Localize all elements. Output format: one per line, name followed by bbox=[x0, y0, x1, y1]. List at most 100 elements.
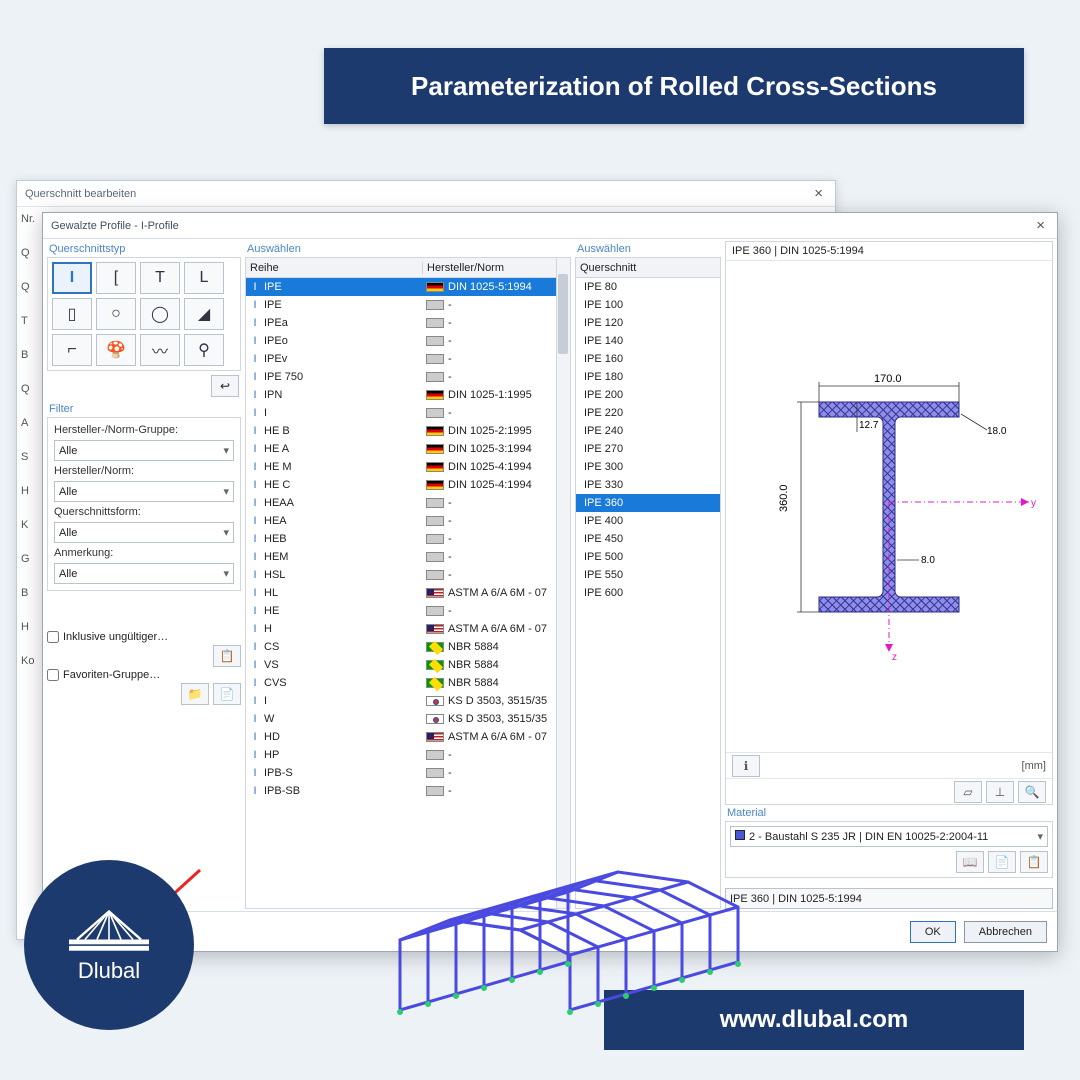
series-row[interactable]: IIPEDIN 1025-5:1994 bbox=[246, 278, 570, 296]
filter-group-combo[interactable]: Alle▾ bbox=[54, 440, 234, 461]
i-section-icon: I bbox=[248, 605, 262, 617]
flag-icon bbox=[426, 354, 444, 364]
section-row[interactable]: IPE 140 bbox=[576, 332, 720, 350]
filter-title: Filter bbox=[49, 403, 241, 415]
material-combo[interactable]: 2 - Baustahl S 235 JR | DIN EN 10025-2:2… bbox=[730, 826, 1048, 847]
series-row[interactable]: II- bbox=[246, 404, 570, 422]
series-row[interactable]: IIKS D 3503, 3515/35 bbox=[246, 692, 570, 710]
series-row[interactable]: IIPB-S- bbox=[246, 764, 570, 782]
section-row[interactable]: IPE 400 bbox=[576, 512, 720, 530]
flag-icon bbox=[426, 480, 444, 490]
section-row[interactable]: IPE 550 bbox=[576, 566, 720, 584]
series-row[interactable]: IIPB-SB- bbox=[246, 782, 570, 800]
series-row[interactable]: IHASTM A 6/A 6M - 07 bbox=[246, 620, 570, 638]
cancel-button[interactable]: Abbrechen bbox=[964, 921, 1047, 943]
section-type-button[interactable]: ◢ bbox=[184, 298, 224, 330]
series-row[interactable]: IHE ADIN 1025-3:1994 bbox=[246, 440, 570, 458]
section-type-button[interactable]: L bbox=[184, 262, 224, 294]
series-row[interactable]: IHEAA- bbox=[246, 494, 570, 512]
flag-icon bbox=[426, 570, 444, 580]
i-section-icon: I bbox=[248, 353, 262, 365]
view-axis-button[interactable]: ⊥ bbox=[986, 781, 1014, 803]
svg-text:z: z bbox=[892, 652, 897, 663]
section-list[interactable]: Querschnitt IPE 80IPE 100IPE 120IPE 140I… bbox=[575, 257, 721, 909]
section-row[interactable]: IPE 500 bbox=[576, 548, 720, 566]
section-type-button[interactable]: ○ bbox=[96, 298, 136, 330]
section-row[interactable]: IPE 270 bbox=[576, 440, 720, 458]
series-row[interactable]: IHDASTM A 6/A 6M - 07 bbox=[246, 728, 570, 746]
series-row[interactable]: IVSNBR 5884 bbox=[246, 656, 570, 674]
section-row[interactable]: IPE 200 bbox=[576, 386, 720, 404]
section-type-button[interactable]: ▯ bbox=[52, 298, 92, 330]
series-row[interactable]: IHEM- bbox=[246, 548, 570, 566]
section-row[interactable]: IPE 450 bbox=[576, 530, 720, 548]
section-row[interactable]: IPE 160 bbox=[576, 350, 720, 368]
i-section-icon: I bbox=[248, 749, 262, 761]
scrollbar[interactable] bbox=[556, 258, 570, 908]
series-row[interactable]: IIPEo- bbox=[246, 332, 570, 350]
section-type-button[interactable]: ◯ bbox=[140, 298, 180, 330]
svg-text:18.0: 18.0 bbox=[987, 426, 1007, 437]
mat-new-button[interactable]: 📋 bbox=[1020, 851, 1048, 873]
series-list[interactable]: Reihe Hersteller/Norm IIPEDIN 1025-5:199… bbox=[245, 257, 571, 909]
section-row[interactable]: IPE 80 bbox=[576, 278, 720, 296]
filter-norm-combo[interactable]: Alle▾ bbox=[54, 481, 234, 502]
close-icon[interactable]: × bbox=[1032, 217, 1049, 234]
section-row[interactable]: IPE 300 bbox=[576, 458, 720, 476]
view-search-button[interactable]: 🔍 bbox=[1018, 781, 1046, 803]
fav-save-button[interactable]: 📄 bbox=[213, 683, 241, 705]
filter-shape-combo[interactable]: Alle▾ bbox=[54, 522, 234, 543]
series-row[interactable]: IIPEa- bbox=[246, 314, 570, 332]
section-type-button[interactable]: 〰 bbox=[140, 334, 180, 366]
series-row[interactable]: ICVSNBR 5884 bbox=[246, 674, 570, 692]
section-row[interactable]: IPE 100 bbox=[576, 296, 720, 314]
series-row[interactable]: ICSNBR 5884 bbox=[246, 638, 570, 656]
series-row[interactable]: IHE BDIN 1025-2:1995 bbox=[246, 422, 570, 440]
section-row[interactable]: IPE 330 bbox=[576, 476, 720, 494]
filter-note-combo[interactable]: Alle▾ bbox=[54, 563, 234, 584]
profile-dialog: Gewalzte Profile - I-Profile × Querschni… bbox=[42, 212, 1058, 952]
series-row[interactable]: IHLASTM A 6/A 6M - 07 bbox=[246, 584, 570, 602]
series-row[interactable]: IHEA- bbox=[246, 512, 570, 530]
flag-icon bbox=[426, 534, 444, 544]
section-type-button[interactable]: I bbox=[52, 262, 92, 294]
checkbox-invalid[interactable]: Inklusive ungültiger… bbox=[47, 631, 241, 643]
section-type-button[interactable]: ⚲ bbox=[184, 334, 224, 366]
section-type-button[interactable]: ⌐ bbox=[52, 334, 92, 366]
section-type-button[interactable]: T bbox=[140, 262, 180, 294]
series-row[interactable]: IIPEv- bbox=[246, 350, 570, 368]
series-row[interactable]: IHEB- bbox=[246, 530, 570, 548]
view-iso-button[interactable]: ▱ bbox=[954, 781, 982, 803]
ok-button[interactable]: OK bbox=[910, 921, 956, 943]
mat-lib-button[interactable]: 📖 bbox=[956, 851, 984, 873]
series-row[interactable]: IHSL- bbox=[246, 566, 570, 584]
section-type-button[interactable]: [ bbox=[96, 262, 136, 294]
series-row[interactable]: IIPE- bbox=[246, 296, 570, 314]
checkbox-favorites[interactable]: Favoriten-Gruppe… bbox=[47, 669, 241, 681]
close-icon[interactable]: × bbox=[810, 185, 827, 202]
section-row[interactable]: IPE 600 bbox=[576, 584, 720, 602]
series-row[interactable]: IIPE 750- bbox=[246, 368, 570, 386]
series-row[interactable]: IHE MDIN 1025-4:1994 bbox=[246, 458, 570, 476]
section-row[interactable]: IPE 360 bbox=[576, 494, 720, 512]
i-section-icon: I bbox=[248, 281, 262, 293]
reset-type-button[interactable]: ↩ bbox=[211, 375, 239, 397]
section-row[interactable]: IPE 240 bbox=[576, 422, 720, 440]
info-icon[interactable]: ℹ bbox=[732, 755, 760, 777]
flag-icon bbox=[426, 300, 444, 310]
series-row[interactable]: IHE- bbox=[246, 602, 570, 620]
section-row[interactable]: IPE 180 bbox=[576, 368, 720, 386]
fav-open-button[interactable]: 📁 bbox=[181, 683, 209, 705]
section-type-button[interactable]: 🍄 bbox=[96, 334, 136, 366]
i-section-icon: I bbox=[248, 407, 262, 419]
mat-edit-button[interactable]: 📄 bbox=[988, 851, 1016, 873]
series-row[interactable]: IWKS D 3503, 3515/35 bbox=[246, 710, 570, 728]
hdr-qs: Querschnitt bbox=[576, 262, 720, 274]
series-row[interactable]: IIPNDIN 1025-1:1995 bbox=[246, 386, 570, 404]
series-row[interactable]: IHP- bbox=[246, 746, 570, 764]
section-row[interactable]: IPE 120 bbox=[576, 314, 720, 332]
fav-add-button[interactable]: 📋 bbox=[213, 645, 241, 667]
series-row[interactable]: IHE CDIN 1025-4:1994 bbox=[246, 476, 570, 494]
flag-icon bbox=[426, 426, 444, 436]
section-row[interactable]: IPE 220 bbox=[576, 404, 720, 422]
